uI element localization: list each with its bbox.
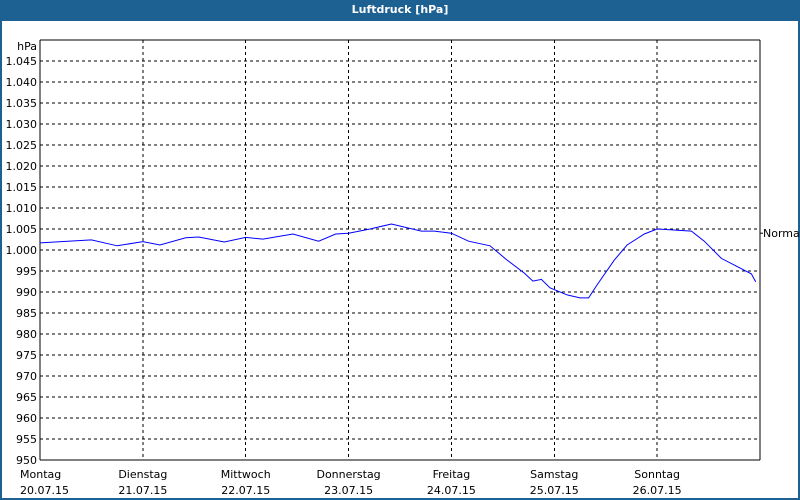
normal-label: Normal — [763, 227, 800, 240]
y-tick-label: 1.010 — [6, 202, 38, 215]
y-tick-label: 1.030 — [6, 118, 38, 131]
y-tick-label: 950 — [16, 454, 37, 467]
y-tick-label: 1.015 — [6, 181, 38, 194]
x-tick-day: Montag — [20, 468, 61, 481]
y-tick-label: 970 — [16, 370, 37, 383]
chart-title: Luftdruck [hPa] — [351, 3, 449, 16]
y-tick-label: 1.005 — [6, 223, 38, 236]
y-tick-label: 1.000 — [6, 244, 38, 257]
x-tick-date: 20.07.15 — [20, 484, 69, 497]
x-tick-date: 26.07.15 — [633, 484, 682, 497]
y-tick-label: 1.020 — [6, 160, 38, 173]
x-tick-date: 24.07.15 — [427, 484, 476, 497]
x-tick-date: 25.07.15 — [530, 484, 579, 497]
x-tick-date: 22.07.15 — [221, 484, 270, 497]
y-tick-label: 960 — [16, 412, 37, 425]
y-tick-label: 1.045 — [6, 55, 38, 68]
y-tick-label: 965 — [16, 391, 37, 404]
x-tick-date: 23.07.15 — [324, 484, 373, 497]
y-tick-label: 1.040 — [6, 76, 38, 89]
y-tick-label: 975 — [16, 349, 37, 362]
y-tick-label: 985 — [16, 307, 37, 320]
y-tick-label: 995 — [16, 265, 37, 278]
y-tick-label: 1.035 — [6, 97, 38, 110]
x-tick-day: Dienstag — [118, 468, 167, 481]
x-tick-date: 21.07.15 — [118, 484, 167, 497]
y-tick-label: 990 — [16, 286, 37, 299]
y-tick-label: 955 — [16, 433, 37, 446]
x-tick-day: Samstag — [530, 468, 578, 481]
pressure-line — [39, 223, 757, 299]
x-tick-day: Sonntag — [634, 468, 680, 481]
x-tick-day: Mittwoch — [221, 468, 271, 481]
x-tick-day: Donnerstag — [316, 468, 380, 481]
y-axis-unit: hPa — [17, 40, 37, 53]
x-tick-day: Freitag — [433, 468, 471, 481]
y-tick-label: 980 — [16, 328, 37, 341]
y-tick-label: 1.025 — [6, 139, 38, 152]
